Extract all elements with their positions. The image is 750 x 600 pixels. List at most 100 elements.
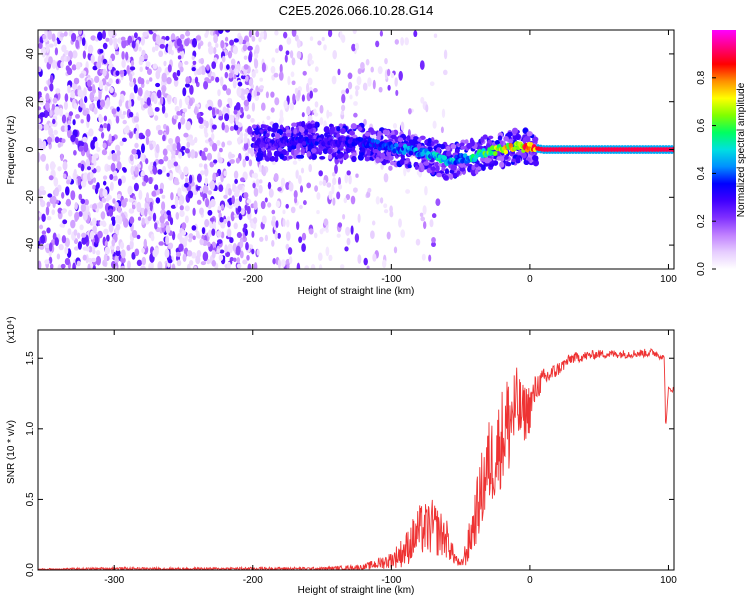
spectrogram-cell bbox=[225, 186, 229, 197]
spectrogram-cell bbox=[201, 227, 206, 235]
spectrogram-cell bbox=[147, 216, 152, 222]
spectrogram-cell bbox=[232, 79, 237, 89]
spectrogram-cell bbox=[127, 260, 131, 269]
spectrogram-cell bbox=[190, 149, 196, 159]
spectrogram-cell bbox=[550, 145, 555, 148]
spectrogram-cell bbox=[86, 113, 91, 123]
spectrogram-cell bbox=[87, 85, 93, 92]
spectrogram-cell bbox=[44, 243, 50, 249]
spectrogram-cell bbox=[148, 164, 153, 172]
spectrogram-cell bbox=[585, 145, 590, 148]
spectrogram-cell bbox=[407, 164, 412, 169]
spectrogram-cell bbox=[270, 91, 275, 98]
spectrogram-cell bbox=[117, 178, 122, 186]
spectrogram-cell bbox=[66, 55, 71, 62]
spectrogram-cell bbox=[302, 141, 307, 146]
spectrogram-cell bbox=[429, 219, 434, 228]
spectrogram-cell bbox=[484, 157, 491, 164]
spectrogram-cell bbox=[82, 210, 88, 221]
spectrogram-cell bbox=[413, 30, 418, 38]
spectrogram-cell bbox=[184, 83, 191, 88]
spectrogram-cell bbox=[250, 118, 255, 123]
spectrogram-cell bbox=[301, 243, 306, 253]
spectrogram-cell bbox=[441, 167, 446, 172]
spectrogram-cell bbox=[295, 170, 299, 179]
spectrogram-cell bbox=[231, 195, 235, 205]
spectrogram-cell bbox=[151, 165, 156, 172]
spectrogram-cell bbox=[154, 222, 158, 230]
spectrogram-cell bbox=[39, 36, 44, 45]
spectrogram-cell bbox=[218, 156, 223, 164]
spectrogram-cell bbox=[641, 151, 645, 154]
spectrogram-cell bbox=[155, 70, 161, 80]
spectrogram-cell bbox=[580, 151, 584, 154]
spectrogram-cell bbox=[403, 166, 407, 177]
spectrogram-cell bbox=[300, 147, 306, 154]
spectrogram-cell bbox=[354, 233, 360, 243]
spectrogram-cell bbox=[60, 153, 64, 162]
spectrogram-cell bbox=[216, 108, 220, 115]
spectrogram-cell bbox=[217, 99, 222, 108]
spectrogram-cell bbox=[259, 77, 264, 82]
spectrogram-cell bbox=[644, 145, 648, 148]
spectrogram-cell bbox=[380, 152, 386, 159]
spectrogram-y-ticks: -40 -20 0 20 40 bbox=[25, 48, 674, 252]
spectrogram-cell bbox=[251, 35, 256, 42]
spectrogram-cell bbox=[614, 151, 619, 154]
spectrogram-cell bbox=[386, 68, 391, 77]
spectrogram-cell bbox=[74, 114, 81, 119]
spectrogram-cell bbox=[256, 249, 260, 256]
spectrogram-cell bbox=[286, 132, 292, 138]
spectrogram-cell bbox=[98, 80, 104, 90]
spectrogram-cell bbox=[177, 187, 182, 197]
spectrogram-cell bbox=[152, 249, 158, 258]
spectrogram-cell bbox=[121, 51, 125, 60]
spectrogram-cell bbox=[372, 253, 377, 262]
spectrogram-cell bbox=[354, 85, 360, 91]
spectrogram-cell bbox=[351, 43, 356, 52]
spectrogram-cell bbox=[222, 84, 228, 91]
spectrogram-cell bbox=[503, 149, 509, 155]
spectrogram-cell bbox=[184, 38, 190, 47]
spectrogram-cell bbox=[562, 145, 566, 148]
spectrogram-cell bbox=[184, 215, 189, 224]
spectrogram-cell bbox=[436, 172, 442, 178]
spectrogram-cell bbox=[218, 254, 224, 261]
spectrogram-cell bbox=[459, 167, 466, 172]
spectrogram-cell bbox=[161, 194, 166, 199]
spectrogram-cell bbox=[121, 137, 127, 142]
spectrogram-cell bbox=[336, 233, 341, 238]
spectrogram-cell bbox=[430, 166, 436, 171]
spectrogram-cell bbox=[49, 83, 54, 92]
spectrogram-cell bbox=[127, 185, 133, 196]
spectrogram-cell bbox=[116, 193, 122, 200]
spectrogram-cell bbox=[165, 125, 170, 136]
spectrogram-cell bbox=[220, 204, 225, 210]
spectrogram-cell bbox=[211, 228, 216, 236]
spectrogram-cell bbox=[337, 222, 343, 228]
spectrogram-cell bbox=[64, 124, 68, 133]
spectrogram-cell bbox=[212, 172, 217, 181]
spectrogram-cell bbox=[370, 66, 374, 73]
spectrogram-cell bbox=[403, 160, 409, 165]
spectrogram-cell bbox=[362, 82, 368, 91]
spectrogram-cell bbox=[239, 250, 244, 259]
spectrogram-cell bbox=[271, 209, 276, 215]
spectrogram-cell bbox=[259, 85, 265, 90]
spectrogram-cell bbox=[38, 260, 42, 269]
spectrogram-cell bbox=[186, 141, 191, 148]
spectrogram-cell bbox=[296, 262, 301, 269]
spectrogram-cell bbox=[143, 174, 149, 184]
spectrogram-cell bbox=[342, 213, 346, 220]
spectrogram-cell bbox=[98, 127, 104, 132]
spectrogram-cell bbox=[245, 155, 250, 161]
spectrogram-cell bbox=[174, 105, 180, 112]
spectrogram-cell bbox=[271, 215, 276, 222]
spectrogram-cell bbox=[568, 151, 572, 154]
spectrogram-cell bbox=[134, 166, 139, 175]
spectrogram-cell bbox=[233, 257, 237, 263]
spectrogram-cell bbox=[159, 43, 166, 49]
spectrogram-cell bbox=[267, 150, 273, 158]
spectrogram-cell bbox=[440, 126, 444, 134]
spectrogram-cell bbox=[298, 174, 302, 185]
